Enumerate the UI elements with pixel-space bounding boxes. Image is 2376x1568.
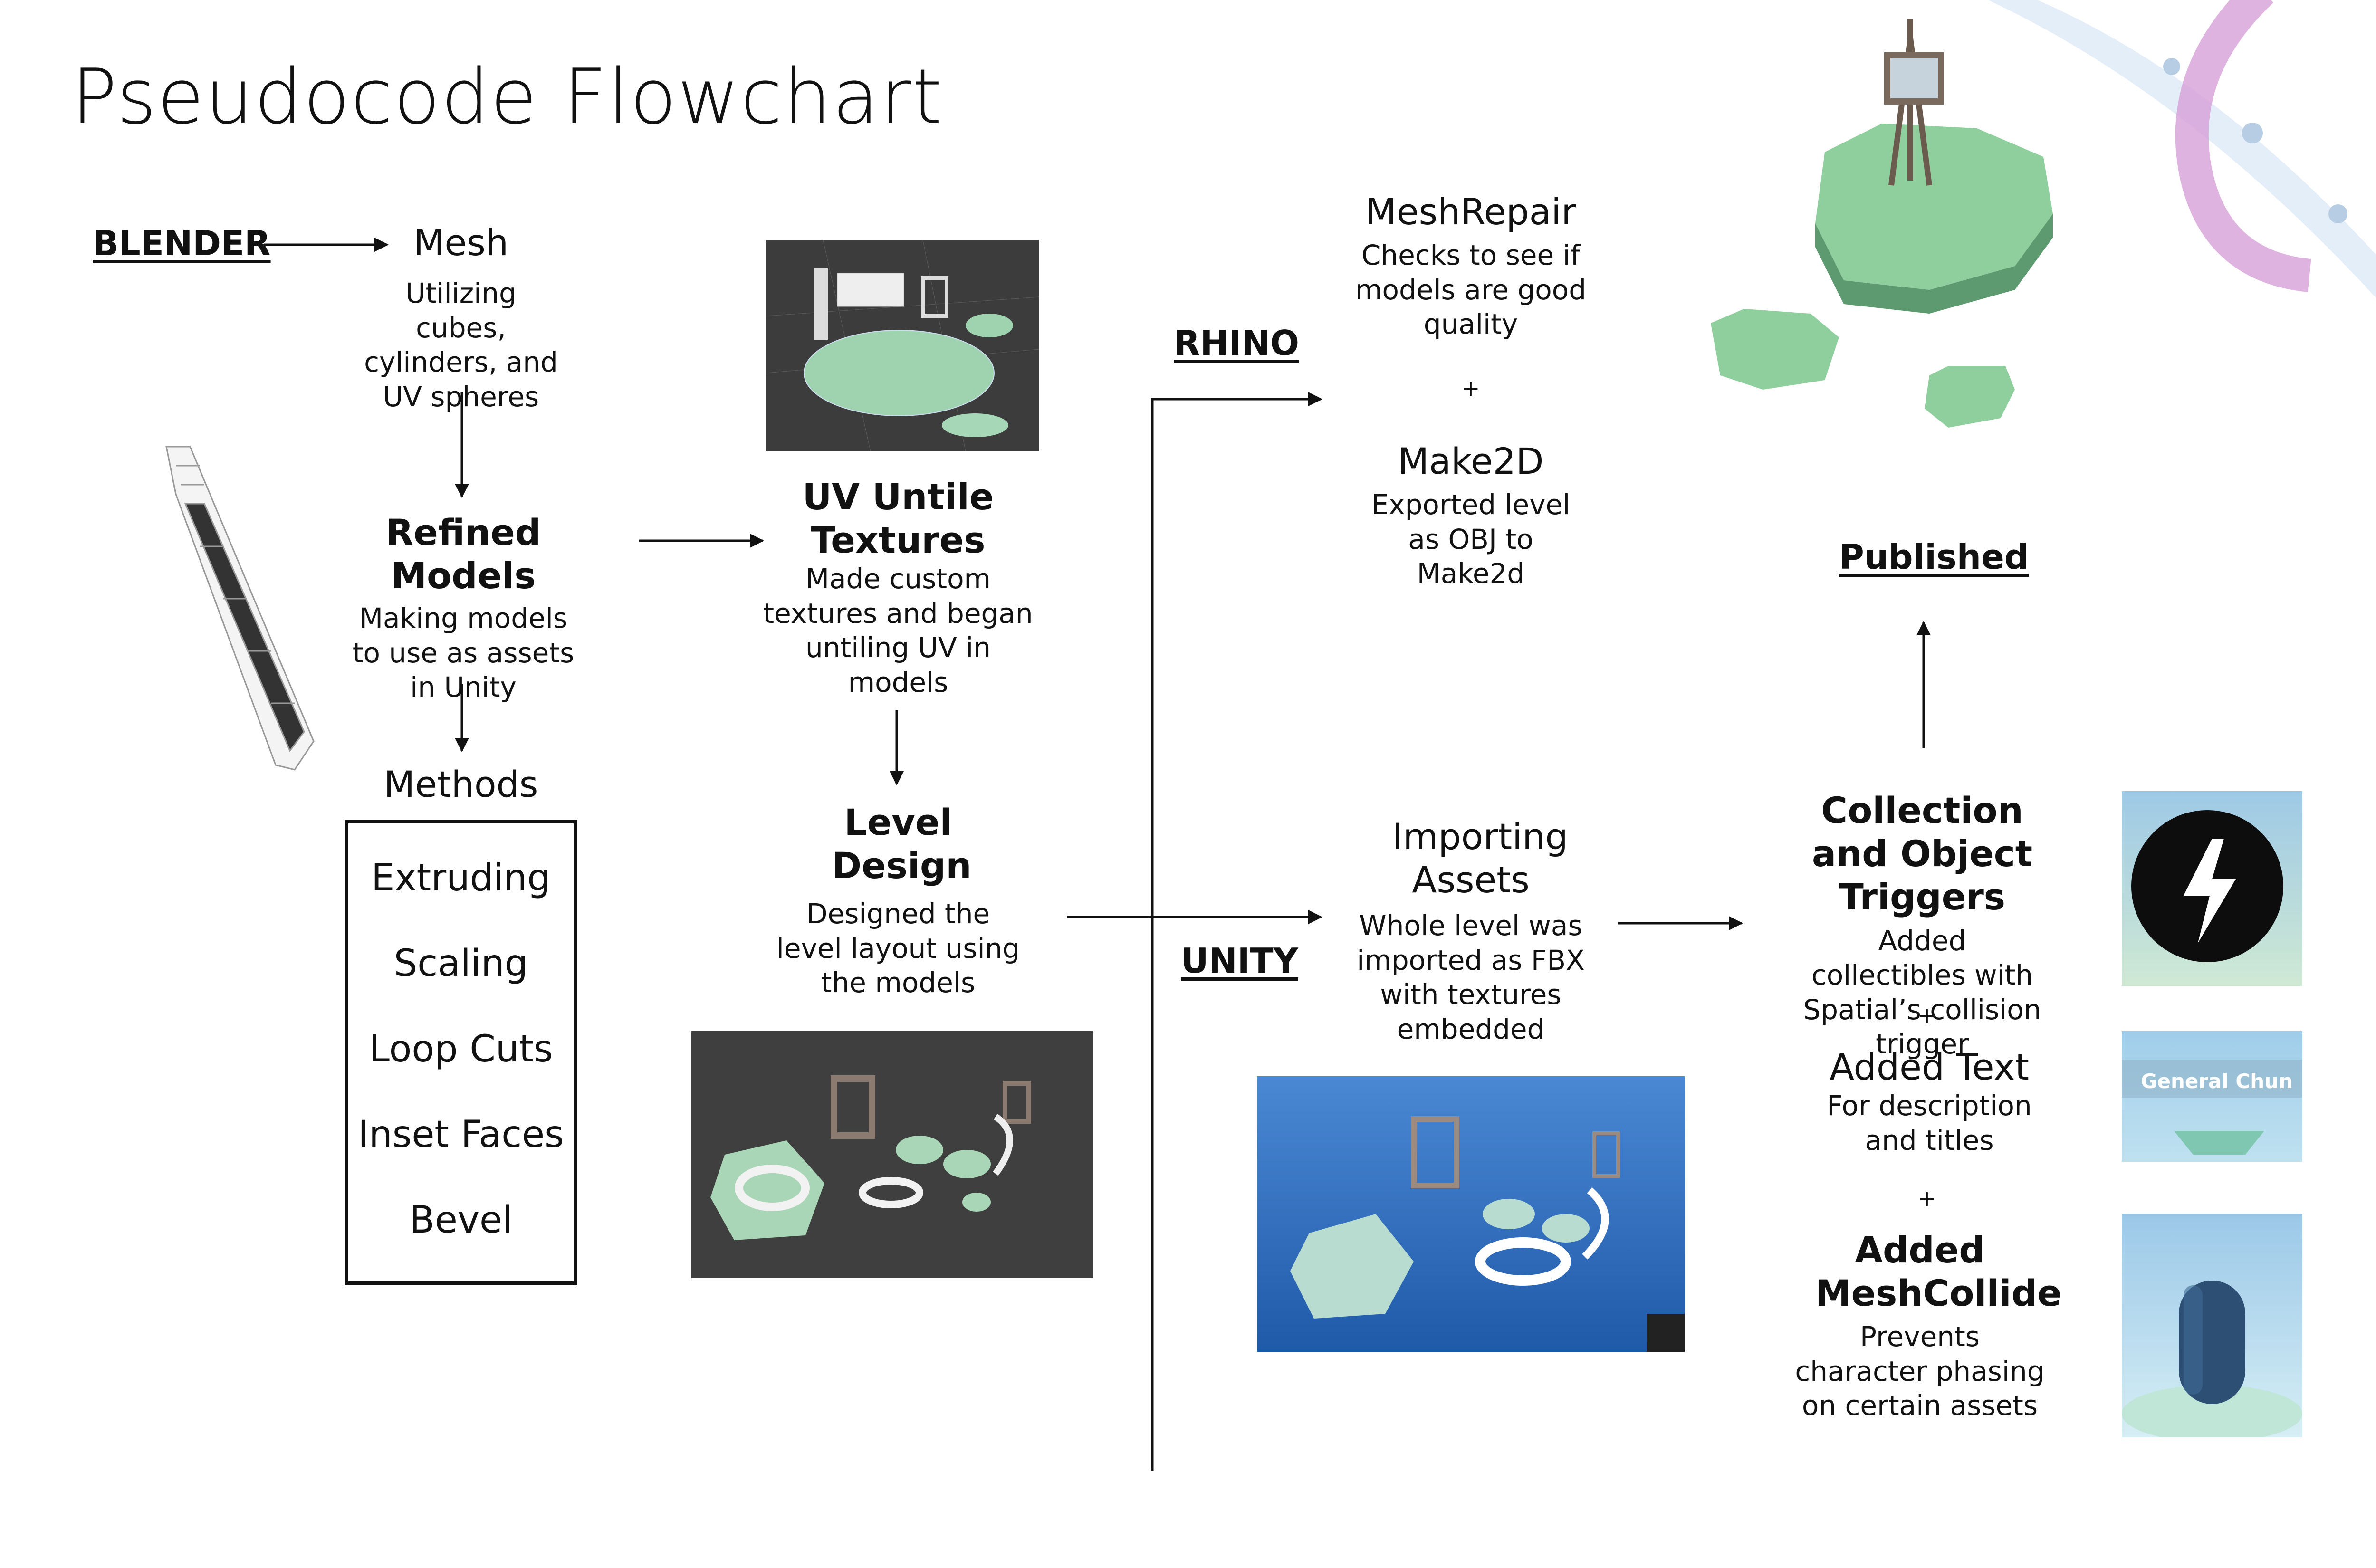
collection-triggers-desc: Added collectibles with Spatial’s collis… (1803, 924, 2041, 1061)
meshcollide-node: Added MeshCollide Prevents character pha… (1768, 1228, 2072, 1423)
unity-label: UNITY (1181, 941, 1298, 981)
published-scene-image (1711, 0, 2376, 428)
uv-untile-title: UV Untile Textures (802, 476, 994, 562)
collectible-image (2122, 791, 2302, 986)
collection-triggers-node: Collection and Object Triggers Added col… (1758, 789, 2086, 1061)
methods-box: Extruding Scaling Loop Cuts Inset Faces … (345, 820, 577, 1285)
importing-assets-title: Importing Assets (1392, 815, 1568, 901)
mesh-title: Mesh (413, 221, 509, 264)
meshrepair-desc: Checks to see if models are good quality (1355, 239, 1587, 341)
wireframe-model-image (165, 446, 315, 771)
level-design-desc: Designed the level layout using the mode… (776, 898, 1020, 999)
meshcollide-title: Added MeshCollide (1815, 1229, 2062, 1315)
meshcollide-desc: Prevents character phasing on certain as… (1795, 1320, 2045, 1422)
meshcollide-image (2122, 1214, 2302, 1437)
rhino-label: RHINO (1174, 323, 1299, 363)
refined-models-title: Refined Models (385, 511, 541, 597)
refined-models-desc: Making models to use as assets in Unity (352, 602, 575, 704)
plus-sign: + (1917, 1186, 1936, 1211)
sign-text: General Chun (2141, 1070, 2293, 1093)
uv-untile-node: UV Untile Textures Made custom textures … (760, 475, 1036, 699)
added-text-node: Added Text For description and titles (1777, 1045, 2081, 1157)
refined-models-node: Refined Models Making models to use as a… (328, 511, 599, 705)
method-item: Scaling (393, 942, 528, 985)
blender-label: BLENDER (93, 223, 271, 263)
plus-sign: + (1917, 1003, 1936, 1028)
make2d-node: Make2D Exported level as OBJ to Make2d (1331, 440, 1611, 591)
method-item: Bevel (409, 1199, 513, 1242)
make2d-title: Make2D (1398, 440, 1544, 482)
importing-assets-desc: Whole level was imported as FBX with tex… (1357, 909, 1585, 1045)
uv-untile-desc: Made custom textures and began untiling … (763, 563, 1033, 698)
published-label: Published (1839, 537, 2029, 577)
plus-sign: + (1461, 375, 1480, 401)
method-item: Inset Faces (358, 1113, 564, 1156)
meshrepair-title: MeshRepair (1365, 191, 1576, 233)
added-text-image: General Chun (2122, 1031, 2302, 1162)
collection-triggers-title: Collection and Object Triggers (1811, 789, 2033, 918)
meshrepair-node: MeshRepair Checks to see if models are g… (1331, 190, 1611, 342)
level-design-node: Level Design Designed the level layout u… (760, 801, 1036, 1000)
method-item: Extruding (371, 857, 551, 899)
level-design-title: Level Design (832, 801, 972, 887)
blender-viewport-image-2 (691, 1031, 1093, 1278)
page-title: Pseudocode Flowchart (71, 52, 943, 141)
make2d-desc: Exported level as OBJ to Make2d (1371, 488, 1571, 590)
added-text-title: Added Text (1829, 1046, 2029, 1088)
methods-title: Methods (383, 763, 538, 805)
importing-assets-node: Importing Assets Whole level was importe… (1340, 815, 1601, 1046)
unity-viewport-image (1257, 1076, 1685, 1352)
added-text-desc: For description and titles (1827, 1090, 2032, 1157)
blender-viewport-image-1 (766, 240, 1039, 451)
arrow-to-rhino (1151, 392, 1322, 1471)
method-item: Loop Cuts (369, 1028, 553, 1071)
